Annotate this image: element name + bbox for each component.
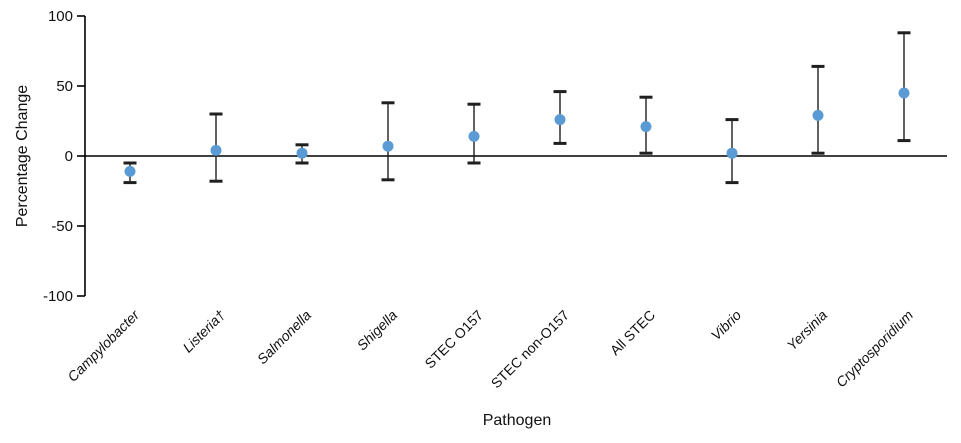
data-point-marker — [210, 144, 222, 156]
y-axis-title: Percentage Change — [14, 85, 31, 227]
y-tick-label: 50 — [56, 78, 73, 95]
y-tick-label: -50 — [51, 218, 73, 235]
x-category-label: Salmonella — [254, 307, 314, 367]
data-point-marker — [898, 87, 910, 99]
data-point-marker — [124, 165, 136, 177]
x-category-label: STEC non-O157 — [488, 307, 573, 392]
x-category-label: Listeria† — [179, 307, 228, 356]
x-category-label: Shigella — [354, 307, 401, 354]
data-point-marker — [468, 130, 480, 142]
x-category-label: Cryptosporidium — [833, 307, 917, 391]
x-category-label: All STEC — [607, 307, 658, 358]
x-category-label: Campylobacter — [64, 306, 143, 385]
y-tick-label: -100 — [43, 288, 73, 305]
data-point-marker — [812, 109, 824, 121]
data-point-marker — [382, 140, 394, 152]
y-tick-label: 0 — [65, 148, 73, 165]
data-point-marker — [640, 121, 652, 133]
data-point-marker — [554, 114, 566, 126]
data-point-marker — [726, 147, 738, 159]
x-category-label: Vibrio — [708, 307, 745, 344]
x-axis-title: Pathogen — [483, 412, 552, 429]
x-category-label: STEC O157 — [421, 307, 486, 372]
data-point-marker — [296, 147, 308, 159]
y-tick-label: 100 — [48, 8, 73, 25]
x-category-label: Yersinia — [784, 307, 831, 354]
